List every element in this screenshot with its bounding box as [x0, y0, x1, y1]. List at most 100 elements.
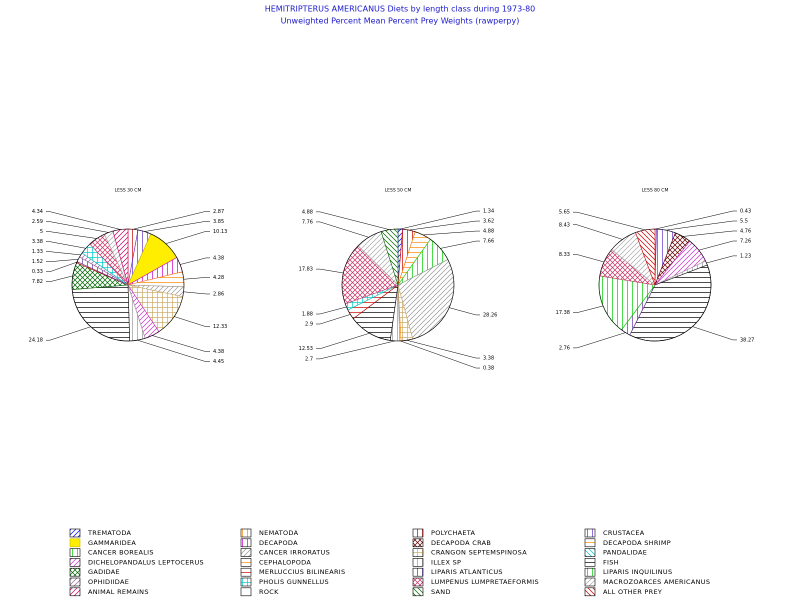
- slice-label: 1.52: [32, 259, 43, 265]
- leader-line: [655, 210, 737, 230]
- leader-line: [698, 240, 737, 251]
- legend-swatch: [240, 528, 252, 538]
- slice-label: 12.33: [213, 324, 227, 330]
- leader-line: [449, 307, 480, 316]
- leader-line: [316, 340, 395, 360]
- leader-line: [137, 339, 210, 362]
- slice-label: 4.38: [213, 255, 224, 261]
- legend-swatch: [69, 558, 81, 567]
- leader-line: [573, 305, 604, 313]
- legend-label: LIPARIS INQUILINUS: [603, 568, 672, 576]
- leader-line: [316, 221, 369, 238]
- slice-label: 12.53: [299, 346, 313, 352]
- legend-swatch: [584, 558, 596, 567]
- legend-label: MERLUCCIUS BILINEARIS: [259, 568, 345, 576]
- pie-outline: [341, 228, 455, 342]
- leader-line: [316, 268, 344, 274]
- slice-label: 2.7: [305, 356, 313, 362]
- leader-line: [46, 275, 73, 282]
- slice-label: 4.38: [213, 349, 224, 355]
- leader-line: [682, 230, 737, 237]
- legend-swatch: [69, 567, 81, 577]
- legend-swatch: [240, 558, 252, 567]
- slice-label: 8.43: [559, 222, 570, 228]
- leader-line: [46, 261, 77, 272]
- slice-label: 2.87: [213, 209, 224, 215]
- legend-swatch: [240, 538, 252, 548]
- leader-line: [666, 220, 737, 231]
- legend-swatch: [584, 548, 596, 557]
- legend-swatch: [240, 548, 252, 557]
- slice-label: 4.88: [302, 209, 313, 215]
- slice-label: 8.33: [559, 252, 570, 258]
- leader-line: [46, 241, 86, 249]
- slice-label: 28.26: [483, 312, 497, 318]
- legend-label: ILLEX SP: [431, 558, 461, 566]
- legend-label: PHOLIS GUNNELLUS: [259, 578, 329, 586]
- chart-subtitle: Unweighted Percent Mean Percent Prey Wei…: [281, 17, 520, 26]
- legend-swatch: [584, 538, 596, 548]
- leader-line: [46, 251, 81, 256]
- legend-label: CANCER IRRORATUS: [259, 549, 330, 557]
- legend-swatch: [412, 548, 424, 557]
- leader-line: [183, 291, 210, 295]
- leader-line: [400, 340, 480, 369]
- slice-label: 1.34: [483, 209, 494, 215]
- leader-line: [573, 211, 646, 231]
- slice-label: 3.62: [483, 219, 494, 225]
- slice-label: 7.82: [32, 279, 43, 285]
- legend-swatch: [584, 587, 596, 597]
- legend-swatch: [69, 538, 81, 548]
- legend-swatch: [412, 587, 424, 597]
- slice-label: 0.33: [32, 269, 43, 275]
- legend-swatch: [412, 528, 424, 538]
- pie-title: LESS 80 CM: [642, 188, 669, 194]
- leader-line: [144, 221, 210, 232]
- slice-label: 2.59: [32, 219, 43, 225]
- slice-label: 2.86: [213, 291, 224, 297]
- slice-label: 4.76: [740, 229, 751, 235]
- slice-label: 4.88: [483, 229, 494, 235]
- leader-line: [132, 211, 210, 230]
- legend-label: PANDALIDAE: [603, 549, 647, 557]
- legend-label: DECAPODA: [259, 539, 298, 547]
- leader-line: [408, 220, 480, 231]
- slice-label: 4.28: [213, 275, 224, 281]
- leader-line: [316, 306, 347, 315]
- leader-line: [183, 277, 210, 280]
- legend-label: CRANGON SEPTEMSPINOSA: [431, 549, 527, 557]
- slice-label: 7.76: [302, 219, 313, 225]
- leader-line: [316, 314, 351, 325]
- leader-line: [165, 231, 210, 244]
- leader-line: [174, 316, 210, 327]
- legend-swatch: [69, 528, 81, 538]
- leader-line: [573, 254, 605, 263]
- legend-label: ANIMAL REMAINS: [88, 588, 149, 596]
- leader-line: [440, 240, 480, 249]
- legend-swatch: [69, 577, 81, 587]
- slice-label: 3.38: [483, 356, 494, 362]
- legend-label: LUMPENUS LUMPRETAEFORMIS: [431, 578, 539, 586]
- legend-label: TREMATODA: [87, 529, 132, 537]
- legend-swatch: [412, 538, 424, 548]
- leader-line: [316, 211, 390, 230]
- leader-line: [573, 224, 623, 240]
- leader-line: [46, 231, 97, 239]
- slice-label: 7.26: [740, 239, 751, 245]
- legend-label: DECAPODA SHRIMP: [603, 539, 671, 547]
- legend-swatch: [412, 558, 424, 567]
- slice-label: 3.85: [213, 219, 224, 225]
- slice-label: 3.38: [32, 239, 43, 245]
- slice-label: 10.13: [213, 229, 227, 235]
- leader-line: [706, 255, 737, 264]
- legend-label: CRUSTACEA: [603, 529, 645, 537]
- slice-label: 0.38: [483, 366, 494, 372]
- slice-label: 2.76: [559, 345, 570, 351]
- leader-line: [692, 326, 737, 341]
- legend-label: GAMMARIDEA: [88, 539, 136, 547]
- legend-swatch: [584, 528, 596, 538]
- leader-line: [46, 326, 91, 341]
- slice-label: 17.38: [556, 310, 570, 316]
- leader-line: [180, 257, 210, 265]
- legend-label: ROCK: [259, 588, 279, 596]
